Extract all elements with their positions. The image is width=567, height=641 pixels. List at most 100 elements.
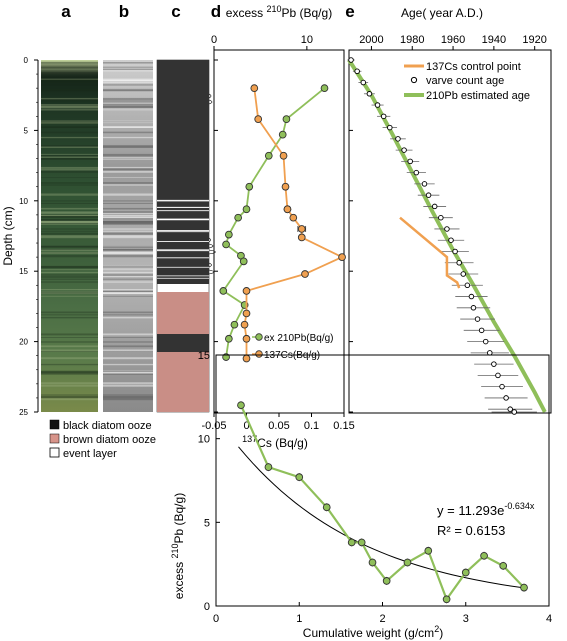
panel-d-point — [242, 354, 251, 363]
panel-e-tick-label: 2000 — [359, 34, 383, 46]
panel-d-bottom-tick-label: -0.05 — [201, 420, 226, 432]
panel-d-series-line — [222, 87, 326, 358]
panel-d-point — [222, 240, 230, 249]
panel-e-legend-pb: 210Pb estimated age — [426, 90, 530, 102]
panel-d-bottom-tick-label: 0.15 — [333, 420, 354, 432]
panel-d-point — [242, 334, 251, 343]
panel-e-frame — [348, 49, 552, 414]
panel-e-tick-label: 1960 — [441, 34, 465, 46]
panel-d-bottom-tick-label: 0.1 — [304, 420, 319, 432]
panel-d-top-tick-label: 0 — [211, 34, 217, 46]
panel-d-legend-pb: ex 210Pb(Bq/g) — [264, 333, 334, 344]
depth-tick-label: 0 — [24, 56, 29, 65]
panel-f-y-label: excess 210Pb (Bq/g) — [170, 493, 186, 599]
panel-e-varve-point — [395, 136, 401, 142]
panel-e-tick-label: 1980 — [400, 34, 424, 46]
panel-d-point — [301, 270, 309, 278]
panel-e-tick-label: 1940 — [482, 34, 506, 46]
panel-e-varve-point — [511, 409, 518, 415]
panel-e-varve-point — [456, 260, 462, 266]
panel-f-point — [237, 401, 245, 410]
panel-d-point — [245, 182, 254, 191]
panel-e-varve-point — [499, 383, 505, 390]
panel-d-point — [320, 84, 329, 93]
panel-e-varve-point — [452, 248, 458, 255]
panel-f-y-tick-label: 5 — [204, 517, 210, 529]
panel-f-x-tick-label: 3 — [463, 613, 469, 625]
panel-f-point — [264, 463, 273, 471]
panel-e-varve-point — [438, 214, 444, 221]
panel-d-bottom-axis-label: 137Cs (Bq/g) — [242, 434, 308, 450]
panel-d-point — [230, 320, 239, 329]
panel-f-fit-curve — [238, 446, 525, 589]
panel-e-varve-point — [482, 338, 489, 345]
core-lithology-c — [156, 59, 216, 413]
panel-d-point — [242, 205, 251, 214]
core-photo-a — [41, 60, 98, 412]
panel-e-varve-point — [491, 361, 497, 367]
panel-e-varve-point — [387, 124, 393, 131]
panel-d-point — [281, 182, 290, 191]
panel-d-point — [250, 84, 259, 93]
panel-f-frame — [215, 354, 550, 607]
panel-f-point — [322, 503, 331, 512]
panel-d-point — [240, 320, 249, 329]
panel-f-equation: y = 11.293e-0.634x — [437, 501, 535, 518]
panel-e-cs-line — [399, 216, 461, 289]
panel-letter-c: c — [171, 2, 180, 21]
panel-d-chart: excess 210Pb (Bq/g) 137Cs (Bq/g) 0 10 -0.… — [201, 4, 354, 450]
depth-tick-label: 20 — [19, 338, 28, 347]
panel-f-point — [382, 577, 391, 585]
panel-d-point — [297, 233, 306, 242]
panel-e-varve-point — [407, 158, 413, 165]
panel-letter-e: e — [345, 2, 354, 21]
panel-d-point — [282, 115, 291, 123]
panel-d-point — [297, 225, 306, 233]
panel-f-x-tick-label: 1 — [296, 613, 302, 625]
panel-d-legend: ex 210Pb(Bq/g) 137Cs(Bq/g) — [252, 333, 334, 361]
panel-f-point — [295, 473, 304, 482]
panel-d-point — [279, 151, 288, 160]
panel-e-varve-point — [354, 68, 360, 75]
panel-f-point — [520, 583, 528, 592]
panel-d-series-line — [243, 88, 345, 359]
panel-d-point — [234, 213, 242, 222]
panel-f-r-squared: R² = 0.6153 — [437, 523, 505, 538]
panel-d-top-axis-label: excess 210Pb (Bq/g) — [226, 4, 332, 20]
panel-d-top-tick-label: 10 — [301, 34, 313, 46]
panel-f-point — [480, 551, 488, 560]
panel-f-y-tick-label: 10 — [198, 434, 210, 446]
panel-e-varve-point — [366, 91, 373, 97]
panel-d-bottom-tick-label: 0.05 — [268, 420, 289, 432]
depth-axis-label: Depth (cm) — [1, 206, 15, 265]
legend-label-brown-diatom-ooze: brown diatom ooze — [63, 434, 156, 446]
panel-f-point — [357, 538, 366, 547]
panel-f-point — [442, 595, 451, 604]
panel-e-title: Age( year A.D.) — [401, 6, 483, 20]
depth-tick-label: 5 — [24, 126, 29, 135]
panel-e-varve-point — [460, 271, 467, 277]
panel-e-pb-age-line — [347, 58, 547, 413]
panel-f-x-tick-label: 4 — [546, 613, 552, 625]
panel-e-legend-varve: varve count age — [426, 75, 504, 87]
panel-d-point — [225, 334, 233, 343]
panel-f-x-tick-label: 0 — [213, 613, 219, 625]
panel-e-varve-point — [503, 395, 509, 401]
depth-tick-label: 10 — [19, 197, 28, 206]
panel-d-point — [278, 130, 287, 139]
panel-d-point — [289, 213, 298, 222]
panel-e-varve-point — [360, 79, 367, 86]
legend-label-event-layer: event layer — [63, 448, 117, 460]
panel-e-varve-point — [421, 181, 428, 187]
panel-e-varve-point — [413, 169, 420, 176]
panel-e-varve-point — [487, 350, 493, 356]
panel-e-tick-label: 1920 — [522, 34, 546, 46]
panel-f-chart: 0 1 2 3 4 0 5 10 15 Cumulative weight (g/cm2) ex… — [170, 350, 552, 640]
panel-e-varve-point — [444, 226, 450, 232]
panel-e-legend: 137Cs control point varve count age 210P… — [398, 58, 544, 104]
panel-f-x-label: Cumulative weight (g/cm2) — [303, 624, 443, 640]
panel-e-chart: Age( year A.D.) 2000 1980 1960 1940 1920 137… — [347, 6, 552, 415]
legend-label-black-diatom-ooze: black diatom ooze — [63, 420, 152, 432]
panel-e-varve-point — [425, 192, 432, 198]
